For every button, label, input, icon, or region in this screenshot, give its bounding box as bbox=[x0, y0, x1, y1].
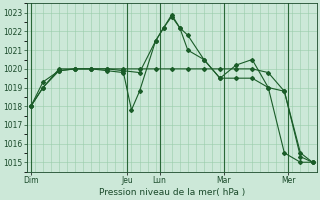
X-axis label: Pression niveau de la mer( hPa ): Pression niveau de la mer( hPa ) bbox=[99, 188, 245, 197]
